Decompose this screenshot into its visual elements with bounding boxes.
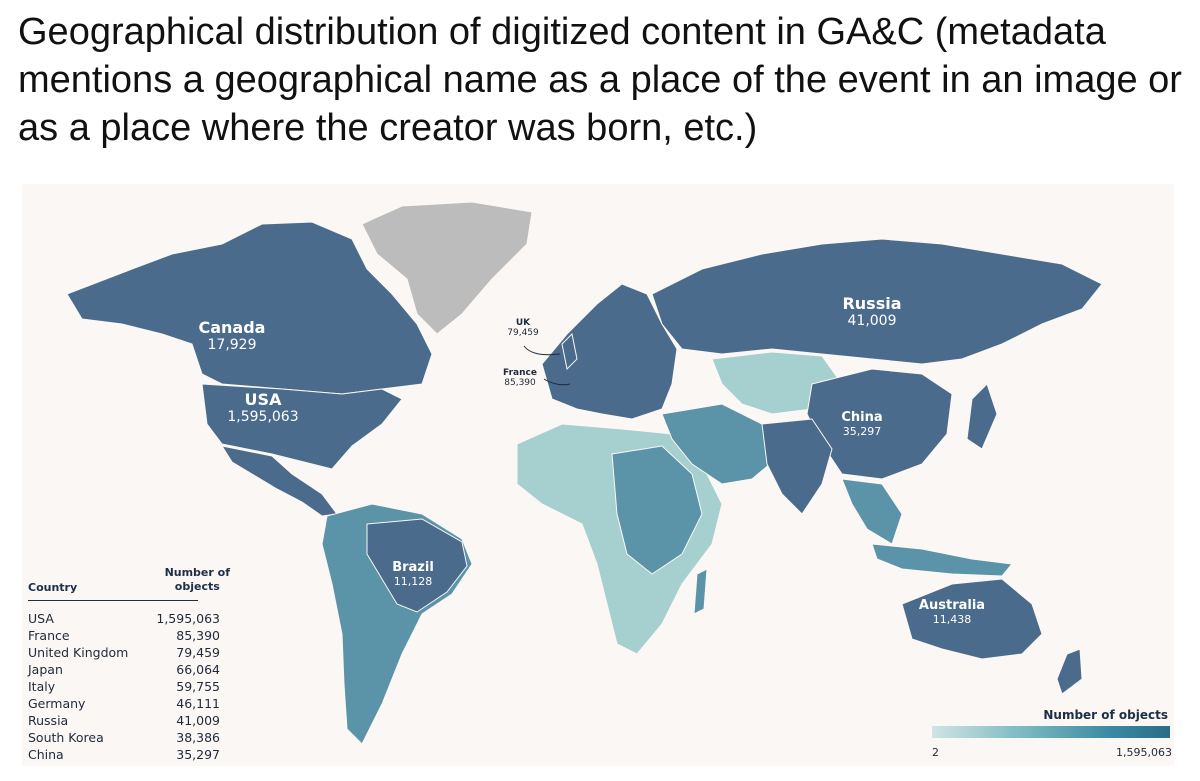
russia-shape [651, 238, 1103, 365]
table-cell-count: 85,390 [176, 628, 220, 643]
new-zealand-shape [1056, 648, 1083, 695]
map-label-brazil-value: 11,128 [393, 575, 433, 588]
table-cell-country: South Korea [28, 730, 104, 745]
table-cell-count: 35,297 [176, 747, 220, 762]
map-label-canada: Canada 17,929 [182, 318, 282, 353]
table-header-count-line1: Number of [164, 566, 230, 579]
table-cell-country: France [28, 628, 70, 643]
table-row: Italy 59,755 [28, 679, 248, 696]
map-label-uk-name: UK [515, 318, 531, 328]
greenland-shape [361, 201, 533, 335]
slide-title: Geographical distribution of digitized c… [18, 11, 1182, 149]
table-row: China 35,297 [28, 747, 248, 764]
map-label-uk-value: 79,459 [507, 328, 539, 338]
world-map-panel: Canada 17,929 USA 1,595,063 Russia 41,00… [22, 184, 1174, 766]
table-cell-count: 1,595,063 [156, 611, 220, 626]
legend-title: Number of objects [1043, 708, 1168, 722]
map-label-australia-value: 11,438 [932, 613, 972, 626]
brazil-shape [366, 518, 468, 613]
top-countries-table: Country Number of objects USA 1,595,063 F… [28, 556, 248, 764]
uk-leader-line [523, 345, 561, 356]
table-cell-count: 79,459 [176, 645, 220, 660]
map-label-brazil-name: Brazil [392, 560, 434, 575]
map-label-russia-name: Russia [842, 294, 902, 313]
map-label-canada-value: 17,929 [207, 337, 257, 353]
table-header: Country Number of objects [28, 556, 248, 594]
map-label-russia-value: 41,009 [847, 313, 897, 329]
color-legend: Number of objects 2 1,595,063 [932, 704, 1172, 764]
africa-mid-shape [611, 445, 703, 575]
table-row: South Korea 38,386 [28, 730, 248, 747]
table-row: USA 1,595,063 [28, 611, 248, 628]
map-label-china-name: China [841, 410, 883, 425]
map-label-australia: Australia 11,438 [912, 598, 992, 626]
legend-max-value: 1,595,063 [1116, 746, 1172, 759]
madagascar-shape [693, 568, 708, 615]
france-leader-line [543, 378, 571, 386]
map-label-brazil: Brazil 11,128 [378, 560, 448, 588]
table-header-divider [28, 600, 198, 601]
map-label-uk: UK 79,459 [498, 318, 548, 338]
table-row: Russia 41,009 [28, 713, 248, 730]
map-label-australia-name: Australia [918, 598, 986, 613]
table-cell-count: 46,111 [176, 696, 220, 711]
table-cell-country: Germany [28, 696, 86, 711]
indonesia-shape [871, 543, 1013, 577]
southeast-asia-shape [841, 478, 903, 545]
map-label-usa-name: USA [244, 390, 282, 409]
table-cell-country: United Kingdom [28, 645, 129, 660]
map-label-usa: USA 1,595,063 [208, 390, 318, 425]
table-row: Germany 46,111 [28, 696, 248, 713]
map-label-usa-value: 1,595,063 [227, 409, 299, 425]
map-label-france-value: 85,390 [504, 378, 536, 388]
map-label-france-name: France [503, 368, 537, 378]
map-label-china-value: 35,297 [842, 425, 882, 438]
legend-min-value: 2 [932, 746, 939, 759]
map-label-canada-name: Canada [198, 318, 266, 337]
table-cell-country: Italy [28, 679, 56, 694]
table-header-count-line2: objects [174, 580, 220, 593]
table-cell-count: 38,386 [176, 730, 220, 745]
middle-east-shape [661, 403, 783, 485]
usa-shape [201, 383, 403, 470]
table-cell-count: 66,064 [176, 662, 220, 677]
table-cell-country: Japan [28, 662, 63, 677]
australia-shape [901, 578, 1043, 660]
map-label-france: France 85,390 [492, 368, 548, 388]
mexico-shape [220, 445, 338, 517]
table-row: France 85,390 [28, 628, 248, 645]
table-header-country: Country [28, 581, 78, 594]
canada-shape [66, 221, 433, 395]
table-cell-country: Russia [28, 713, 69, 728]
india-shape [761, 418, 833, 515]
table-cell-country: China [28, 747, 64, 762]
table-cell-count: 41,009 [176, 713, 220, 728]
uk-shape [561, 332, 578, 371]
map-label-russia: Russia 41,009 [822, 294, 922, 329]
map-label-china: China 35,297 [822, 410, 902, 438]
table-header-count: Number of objects [165, 566, 230, 594]
table-cell-count: 59,755 [176, 679, 220, 694]
legend-gradient-bar [932, 726, 1170, 738]
table-cell-country: USA [28, 611, 54, 626]
europe-shape [541, 283, 678, 420]
japan-shape [966, 383, 998, 450]
table-row: Japan 66,064 [28, 662, 248, 679]
table-row: United Kingdom 79,459 [28, 645, 248, 662]
world-map [66, 201, 1103, 745]
